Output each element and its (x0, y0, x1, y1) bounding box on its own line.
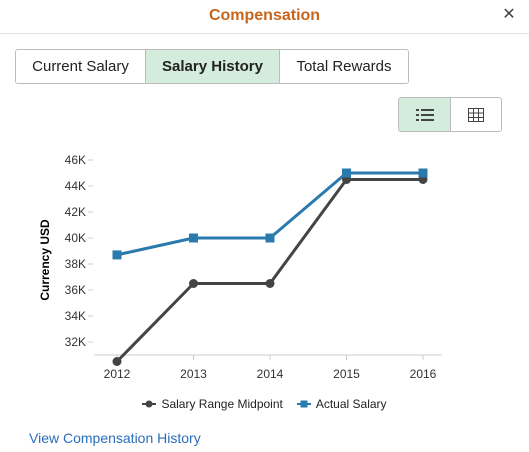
y-tick-label: 46K (65, 153, 86, 167)
y-tick-label: 38K (65, 257, 86, 271)
chart-view-button[interactable] (399, 98, 450, 131)
y-tick-label: 44K (65, 179, 86, 193)
grid-view-button[interactable] (450, 98, 501, 131)
x-tick-label: 2014 (257, 367, 284, 381)
view-compensation-history-link[interactable]: View Compensation History (29, 430, 201, 446)
x-tick-label: 2016 (410, 367, 437, 381)
series-line-0 (115, 178, 423, 363)
data-point[interactable] (189, 279, 198, 288)
x-axis: 2012 2013 2014 2015 2016 (104, 355, 437, 381)
tab-total-rewards[interactable]: Total Rewards (280, 50, 408, 83)
series-lines (115, 171, 423, 363)
view-toggle (398, 97, 502, 132)
data-point[interactable] (112, 357, 122, 366)
legend-marker-actual (296, 400, 311, 408)
data-point[interactable] (265, 279, 275, 288)
data-point[interactable] (265, 233, 275, 243)
series-markers (112, 168, 428, 366)
y-axis: 32K 34K 36K 38K 40K 42K 44K 46K (65, 153, 93, 349)
y-tick-label: 34K (65, 309, 86, 323)
legend-label-actual: Actual Salary (315, 397, 387, 411)
data-point[interactable] (112, 250, 122, 260)
y-tick-label: 40K (65, 231, 86, 245)
legend-label-midpoint: Salary Range Midpoint (161, 397, 283, 411)
close-icon[interactable]: ✕ (502, 6, 516, 23)
dialog-title: Compensation (208, 7, 321, 24)
salary-history-chart: Currency USD 32K 34K 36K 38K 40K 42K 44K 46K 20… (38, 153, 442, 381)
data-point[interactable] (189, 233, 198, 243)
series-line-1 (116, 171, 423, 257)
y-tick-label: 36K (65, 283, 86, 297)
grid-icon (468, 107, 484, 122)
chart-legend: Salary Range Midpoint Actual Salary (0, 397, 529, 411)
tab-salary-history[interactable]: Salary History (146, 50, 280, 83)
y-tick-label: 32K (65, 335, 86, 349)
legend-item-midpoint[interactable]: Salary Range Midpoint (142, 397, 283, 411)
tab-bar: Current Salary Salary History Total Rewa… (15, 49, 409, 84)
data-point[interactable] (418, 168, 428, 178)
tab-current-salary[interactable]: Current Salary (16, 50, 146, 83)
x-tick-label: 2012 (104, 367, 131, 381)
y-axis-title: Currency USD (38, 219, 52, 301)
y-tick-label: 42K (65, 205, 86, 219)
dialog-header: Compensation ✕ (0, 0, 529, 34)
x-tick-label: 2013 (180, 367, 207, 381)
x-tick-label: 2015 (333, 367, 360, 381)
legend-marker-midpoint (142, 400, 157, 408)
data-point[interactable] (342, 168, 351, 178)
legend-item-actual[interactable]: Actual Salary (296, 397, 387, 411)
list-icon (415, 108, 434, 121)
